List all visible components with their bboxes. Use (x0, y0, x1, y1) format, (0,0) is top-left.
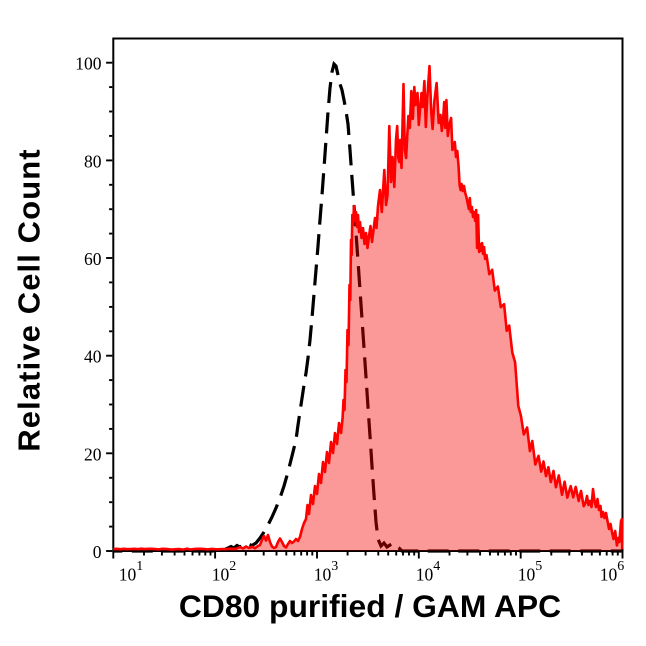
svg-text:0: 0 (93, 542, 102, 562)
svg-text:20: 20 (84, 444, 102, 464)
svg-text:Relative Cell Count: Relative Cell Count (12, 148, 47, 451)
svg-text:60: 60 (84, 249, 102, 269)
svg-text:100: 100 (75, 54, 102, 74)
svg-text:CD80 purified / GAM APC: CD80 purified / GAM APC (179, 588, 561, 624)
svg-text:40: 40 (84, 347, 102, 367)
svg-text:80: 80 (84, 151, 102, 171)
